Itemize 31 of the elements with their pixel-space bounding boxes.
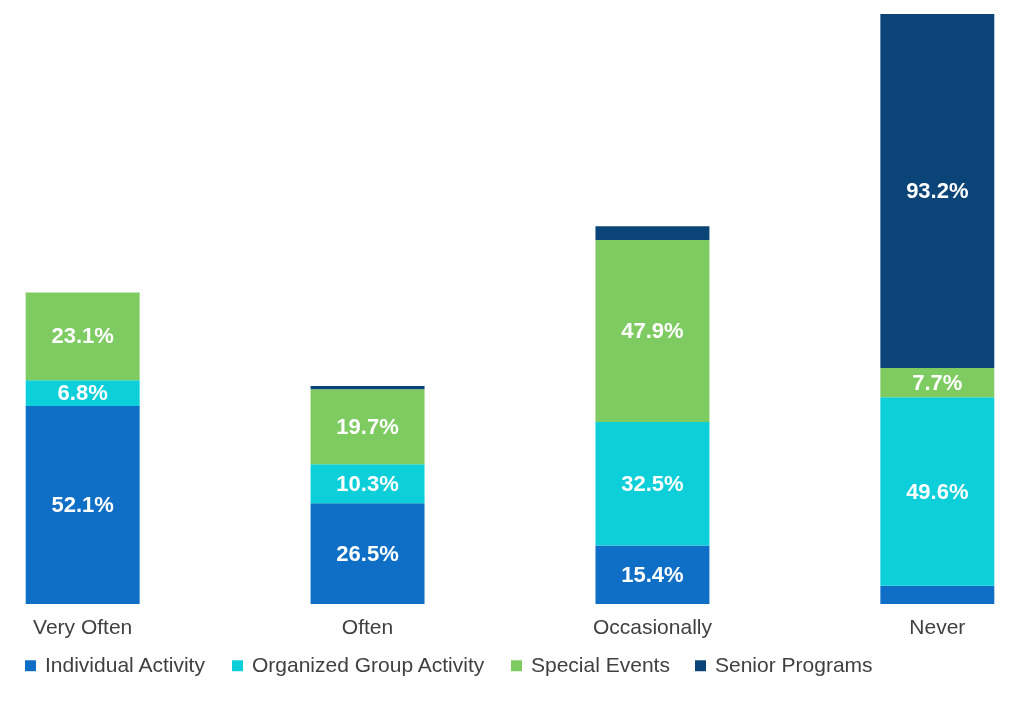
x-tick-label: Very Often [33, 614, 133, 638]
data-label: 26.5% [336, 540, 399, 566]
bar [595, 226, 710, 241]
data-label: 47.9% [621, 318, 684, 344]
x-tick-label: Never [909, 614, 966, 638]
data-label: 10.3% [336, 470, 399, 496]
bar [880, 14, 995, 369]
data-label: 6.8% [57, 380, 108, 406]
x-tick-label: Often [341, 614, 394, 638]
bar [880, 585, 995, 604]
bar [310, 389, 425, 465]
data-label: 7.7% [912, 369, 963, 395]
bar [595, 422, 710, 546]
data-label: 19.7% [336, 413, 399, 439]
data-label: 23.1% [51, 323, 114, 349]
bar [25, 406, 140, 604]
data-label: 93.2% [906, 178, 969, 204]
data-label: 32.5% [621, 470, 684, 496]
legend-label: Special Events [531, 652, 670, 676]
legend-label: Organized Group Activity [252, 652, 485, 676]
bar [595, 545, 710, 604]
bar [310, 503, 425, 604]
data-label: 49.6% [906, 478, 969, 504]
bar [880, 397, 995, 586]
legend-label: Senior Programs [715, 652, 873, 676]
x-tick-label: Occasionally [592, 614, 713, 638]
legend-label: Individual Activity [45, 652, 206, 676]
bar [25, 292, 140, 381]
data-label: 52.1% [51, 492, 114, 518]
bar [595, 240, 710, 423]
data-label: 15.4% [621, 561, 684, 587]
